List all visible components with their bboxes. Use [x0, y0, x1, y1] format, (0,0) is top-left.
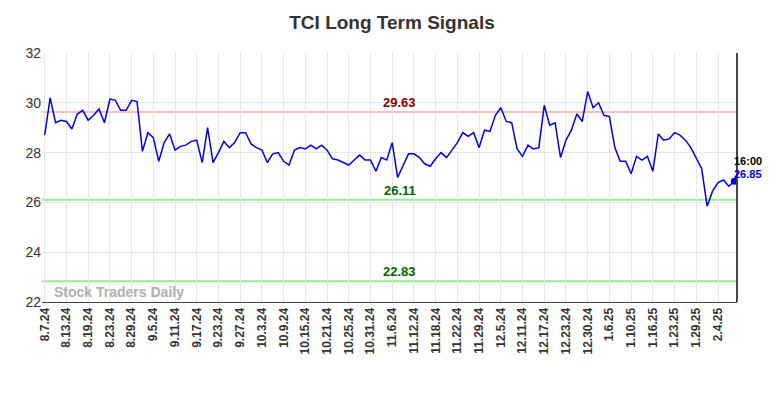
svg-text:22.83: 22.83 — [383, 264, 416, 279]
svg-text:TCI Long Term Signals: TCI Long Term Signals — [289, 12, 495, 33]
svg-text:16:00: 16:00 — [734, 155, 762, 167]
svg-text:11.12.24: 11.12.24 — [407, 307, 421, 353]
svg-text:12.5.24: 12.5.24 — [494, 307, 508, 347]
svg-text:26.85: 26.85 — [734, 168, 762, 180]
svg-text:11.29.24: 11.29.24 — [472, 307, 486, 353]
svg-text:2.4.25: 2.4.25 — [711, 307, 725, 341]
svg-text:8.29.24: 8.29.24 — [124, 307, 138, 347]
svg-text:9.23.24: 9.23.24 — [211, 307, 225, 347]
svg-text:30: 30 — [25, 95, 41, 111]
svg-text:9.5.24: 9.5.24 — [146, 307, 160, 341]
svg-text:12.17.24: 12.17.24 — [537, 307, 551, 354]
svg-text:9.11.24: 9.11.24 — [168, 307, 182, 347]
svg-text:10.3.24: 10.3.24 — [255, 307, 269, 347]
svg-text:10.15.24: 10.15.24 — [298, 307, 312, 354]
svg-text:26: 26 — [25, 194, 41, 210]
svg-text:10.31.24: 10.31.24 — [363, 307, 377, 354]
svg-text:28: 28 — [25, 145, 41, 161]
svg-text:11.6.24: 11.6.24 — [385, 307, 399, 347]
svg-text:1.16.25: 1.16.25 — [646, 307, 660, 347]
svg-text:12.30.24: 12.30.24 — [581, 307, 595, 354]
svg-text:9.17.24: 9.17.24 — [190, 307, 204, 347]
svg-text:8.23.24: 8.23.24 — [103, 307, 117, 347]
svg-text:29.63: 29.63 — [383, 95, 416, 110]
svg-text:8.13.24: 8.13.24 — [59, 307, 73, 347]
svg-text:12.23.24: 12.23.24 — [559, 307, 573, 354]
svg-text:1.29.25: 1.29.25 — [689, 307, 703, 347]
svg-text:1.23.25: 1.23.25 — [667, 307, 681, 347]
svg-text:Stock Traders Daily: Stock Traders Daily — [54, 284, 184, 300]
svg-text:24: 24 — [25, 244, 41, 260]
svg-text:26.11: 26.11 — [384, 183, 416, 198]
svg-text:12.11.24: 12.11.24 — [515, 307, 529, 353]
svg-text:10.21.24: 10.21.24 — [320, 307, 334, 354]
svg-text:1.10.25: 1.10.25 — [624, 307, 638, 347]
svg-text:8.19.24: 8.19.24 — [81, 307, 95, 347]
svg-text:9.27.24: 9.27.24 — [233, 307, 247, 347]
svg-text:11.22.24: 11.22.24 — [450, 307, 464, 353]
svg-text:8.7.24: 8.7.24 — [38, 307, 52, 341]
svg-text:32: 32 — [25, 45, 41, 61]
svg-text:10.25.24: 10.25.24 — [342, 307, 356, 354]
svg-text:1.6.25: 1.6.25 — [602, 307, 616, 341]
svg-text:22: 22 — [25, 294, 41, 310]
svg-text:10.9.24: 10.9.24 — [277, 307, 291, 347]
svg-text:11.18.24: 11.18.24 — [429, 307, 443, 353]
